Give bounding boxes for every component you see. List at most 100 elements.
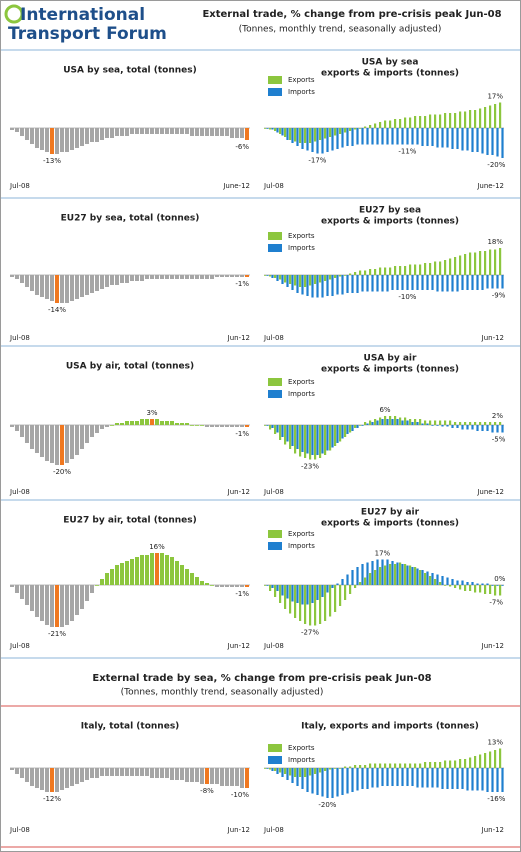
bar <box>369 420 372 425</box>
bar <box>416 768 419 788</box>
bar <box>439 261 442 275</box>
bar <box>351 128 354 146</box>
bar <box>479 754 482 768</box>
bar <box>379 122 382 128</box>
bar <box>424 762 427 768</box>
bar <box>431 128 434 146</box>
bar <box>371 422 374 425</box>
bar <box>190 573 194 585</box>
legend-label: Imports <box>288 88 315 96</box>
bar <box>215 585 219 587</box>
bar <box>491 768 494 792</box>
chart-title: exports & imports (tonnes) <box>321 217 459 227</box>
value-label: -14% <box>48 306 66 314</box>
bar <box>65 425 69 463</box>
value-label: -10% <box>231 791 249 799</box>
bar <box>366 128 369 145</box>
bar <box>296 275 299 293</box>
chart-title: exports & imports (tonnes) <box>321 69 459 79</box>
bar <box>444 113 447 128</box>
bar <box>501 425 504 433</box>
bar <box>401 768 404 786</box>
bar <box>309 128 312 143</box>
bar <box>25 275 29 287</box>
bar <box>281 128 284 136</box>
bar <box>40 128 44 150</box>
bar <box>481 275 484 290</box>
bar <box>276 128 279 133</box>
bar <box>70 425 74 459</box>
bar <box>429 576 432 585</box>
chart-title: Italy, exports and imports (tonnes) <box>301 722 479 732</box>
bar <box>281 425 284 437</box>
bar <box>346 425 349 434</box>
bar <box>306 425 309 454</box>
bar <box>105 768 109 776</box>
bar <box>491 425 494 433</box>
bar <box>344 275 347 276</box>
bar <box>175 128 179 134</box>
bar <box>499 585 502 596</box>
bar <box>326 768 329 798</box>
bar <box>286 128 289 140</box>
bar <box>321 275 324 298</box>
bar <box>356 768 359 791</box>
bar <box>476 425 479 431</box>
bar <box>100 425 104 429</box>
chart-title: EU27 by air, total (tonnes) <box>63 516 196 526</box>
bar <box>431 275 434 290</box>
bar <box>299 128 302 143</box>
value-label: -23% <box>301 463 319 471</box>
bar <box>449 760 452 768</box>
bar <box>10 768 14 770</box>
bar <box>321 585 324 597</box>
bar <box>446 275 449 292</box>
bar <box>326 425 329 451</box>
bar <box>461 425 464 430</box>
bar <box>376 559 379 585</box>
bar <box>421 128 424 146</box>
bar <box>294 425 297 454</box>
bar <box>145 128 149 134</box>
bar <box>35 585 39 617</box>
bar <box>391 768 394 786</box>
bar <box>476 275 479 290</box>
bar <box>314 768 317 774</box>
bar <box>140 275 144 281</box>
bar <box>364 422 367 425</box>
bar <box>354 765 357 768</box>
bar <box>160 768 164 778</box>
bar <box>459 422 462 425</box>
chart-title: EU27 by air <box>361 508 420 518</box>
bar <box>411 128 414 145</box>
bar <box>284 585 287 609</box>
bar <box>341 275 344 295</box>
bar <box>401 275 404 290</box>
bar <box>286 585 289 599</box>
bar <box>130 275 134 281</box>
bar <box>225 768 229 786</box>
bar <box>501 585 504 586</box>
bar <box>384 763 387 768</box>
bar <box>155 419 159 425</box>
bar <box>489 105 492 128</box>
bar <box>314 275 317 284</box>
bar <box>15 275 19 279</box>
bar <box>125 275 129 283</box>
bar <box>476 128 479 152</box>
legend-swatch <box>268 244 282 252</box>
chart-title: Italy, total (tonnes) <box>81 722 180 732</box>
bar <box>416 275 419 290</box>
chart-title: exports & imports (tonnes) <box>321 519 459 529</box>
bar <box>321 425 324 454</box>
bar <box>336 128 339 149</box>
bar <box>135 557 139 585</box>
bar <box>494 750 497 768</box>
bar <box>396 768 399 786</box>
bar <box>444 760 447 768</box>
bar <box>20 768 24 778</box>
bar <box>205 425 209 427</box>
bar <box>220 425 224 427</box>
bar <box>416 568 419 585</box>
bar <box>230 768 234 786</box>
